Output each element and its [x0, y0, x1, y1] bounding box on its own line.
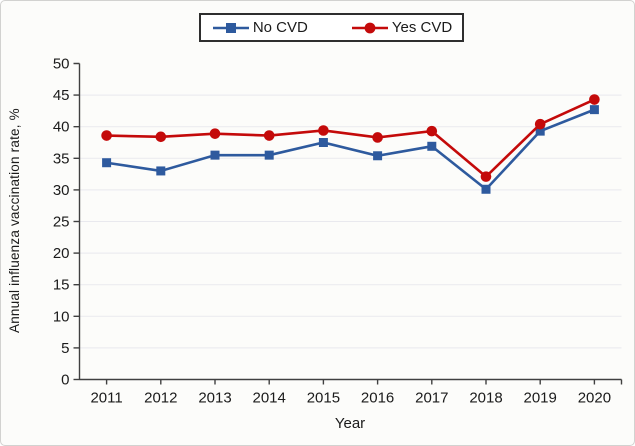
y-tick-label: 5	[61, 340, 69, 357]
x-tick-label: 2011	[90, 390, 122, 407]
square-marker-no-cvd	[102, 158, 112, 168]
x-tick-label: 2015	[307, 390, 340, 407]
x-tick-label: 2018	[469, 390, 502, 407]
series-line-no-cvd	[106, 108, 595, 192]
x-tick-label: 2017	[415, 390, 448, 407]
y-tick-label: 35	[53, 150, 70, 167]
square-marker-no-cvd	[427, 141, 437, 151]
circle-marker-yes-cvd	[263, 130, 275, 141]
y-tick-label: 30	[53, 182, 70, 199]
y-tick-label: 15	[53, 277, 70, 294]
x-axis-title: Year	[334, 415, 366, 432]
circle-marker-yes-cvd	[209, 128, 221, 139]
legend: No CVD Yes CVD	[199, 13, 464, 42]
square-marker-no-cvd	[589, 105, 599, 115]
y-tick-label: 10	[53, 308, 70, 325]
circle-marker-yes-cvd	[101, 130, 112, 141]
legend-item-no-cvd: No CVD	[211, 20, 308, 35]
y-tick-label: 20	[53, 245, 70, 262]
axes	[73, 62, 623, 385]
legend-label-no-cvd: No CVD	[252, 19, 308, 36]
square-marker-no-cvd	[264, 150, 274, 160]
circle-marker-yes-cvd	[318, 125, 329, 136]
circle-marker-yes-cvd	[534, 118, 546, 130]
no-cvd-line-square-swatch	[212, 22, 249, 33]
y-tick-label: 25	[53, 214, 70, 231]
circle-marker-yes-cvd	[426, 125, 438, 137]
yes-cvd-line-circle-swatch	[351, 22, 388, 33]
circle-marker-yes-cvd	[589, 94, 600, 105]
square-marker-no-cvd	[210, 150, 220, 160]
square-marker-no-cvd	[535, 126, 545, 136]
y-tick-label: 40	[53, 119, 70, 136]
circle-marker-yes-cvd	[372, 132, 383, 143]
gridlines	[79, 94, 622, 349]
y-tick-label: 50	[53, 56, 70, 73]
legend-item-yes-cvd: Yes CVD	[350, 20, 452, 35]
x-tick-label: 2020	[578, 390, 611, 407]
series-no-cvd	[102, 105, 599, 194]
x-tick-label: 2014	[253, 390, 286, 407]
y-axis-title: Annual influenza vaccination rate, %	[7, 108, 22, 334]
square-marker-no-cvd	[156, 166, 166, 176]
series-yes-cvd	[101, 94, 600, 182]
x-tick-label: 2019	[524, 390, 557, 407]
square-marker-no-cvd	[481, 184, 491, 194]
y-tick-label: 45	[53, 87, 70, 104]
x-tick-label: 2012	[144, 390, 177, 407]
y-tick-label: 0	[61, 372, 69, 389]
square-marker-no-cvd	[373, 151, 383, 161]
square-marker-no-cvd	[318, 138, 328, 147]
series-line-yes-cvd	[106, 98, 595, 179]
x-tick-label: 2013	[198, 390, 231, 407]
legend-label-yes-cvd: Yes CVD	[391, 19, 453, 36]
circle-marker-yes-cvd	[480, 171, 492, 182]
x-tick-label: 2016	[361, 390, 394, 407]
circle-marker-yes-cvd	[155, 131, 167, 143]
